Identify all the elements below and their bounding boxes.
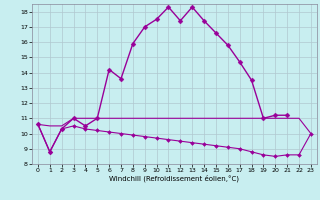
X-axis label: Windchill (Refroidissement éolien,°C): Windchill (Refroidissement éolien,°C)	[109, 175, 239, 182]
